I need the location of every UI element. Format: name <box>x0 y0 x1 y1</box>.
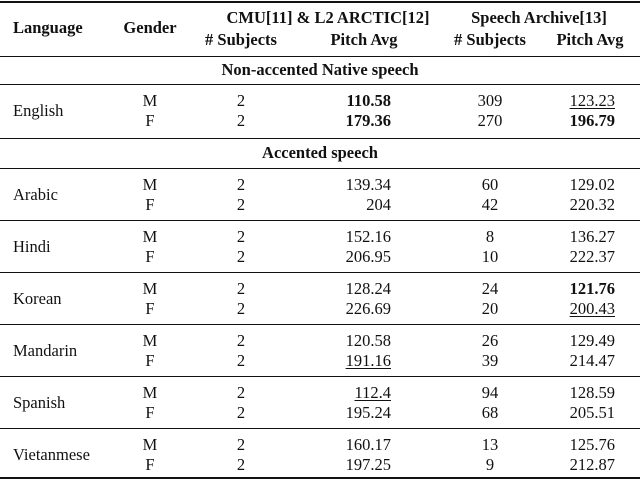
subjects-cell: 2 <box>236 435 246 454</box>
subjects-cell: 24 <box>481 279 499 298</box>
language-cell: Spanish <box>13 393 66 412</box>
language-cell: Vietanmese <box>13 445 90 464</box>
subjects-cell: 2 <box>236 403 246 422</box>
pitch-cell: 139.34 <box>345 175 391 194</box>
pitch-cell: 128.24 <box>345 279 391 298</box>
row-rule <box>0 324 640 325</box>
section-rule-accented <box>0 168 640 169</box>
subjects-cell: 68 <box>481 403 499 422</box>
pitch-cell: 112.4 <box>354 383 391 402</box>
pitch-cell: 220.32 <box>569 195 615 214</box>
subjects-cell: 2 <box>236 175 246 194</box>
header-language: Language <box>13 18 83 37</box>
pitch-cell: 197.25 <box>345 455 391 474</box>
pitch-cell: 129.49 <box>569 331 615 350</box>
gender-cell: F <box>145 111 155 130</box>
pitch-cell: 191.16 <box>345 351 391 370</box>
top-rule <box>0 1 640 3</box>
subjects-cell: 309 <box>477 91 503 110</box>
header-subjects-1: # Subjects <box>205 30 277 49</box>
gender-cell: F <box>145 247 155 266</box>
header-pitch-2: Pitch Avg <box>556 30 624 49</box>
pitch-cell: 205.51 <box>569 403 615 422</box>
pitch-cell: 123.23 <box>569 91 615 110</box>
subjects-cell: 60 <box>481 175 499 194</box>
pitch-cell: 204 <box>366 195 391 214</box>
pitch-cell: 212.87 <box>569 455 615 474</box>
language-cell: English <box>13 101 64 120</box>
gender-cell: F <box>145 403 155 422</box>
subjects-cell: 2 <box>236 195 246 214</box>
gender-cell: F <box>145 299 155 318</box>
subjects-cell: 94 <box>481 383 499 402</box>
subjects-cell: 2 <box>236 331 246 350</box>
gender-cell: M <box>142 435 158 454</box>
pitch-cell: 222.37 <box>569 247 615 266</box>
header-rule <box>0 56 640 57</box>
pitch-cell: 206.95 <box>345 247 391 266</box>
subjects-cell: 39 <box>481 351 499 370</box>
gender-cell: F <box>145 351 155 370</box>
language-cell: Korean <box>13 289 62 308</box>
subjects-cell: 9 <box>485 455 495 474</box>
section-rule-accented-top <box>0 138 640 139</box>
subjects-cell: 2 <box>236 111 246 130</box>
pitch-cell: 160.17 <box>345 435 391 454</box>
header-group-cmu-l2arctic: CMU[11] & L2 ARCTIC[12] <box>226 8 430 27</box>
subjects-cell: 2 <box>236 91 246 110</box>
subjects-cell: 2 <box>236 299 246 318</box>
gender-cell: M <box>142 91 158 110</box>
gender-cell: M <box>142 175 158 194</box>
row-rule <box>0 428 640 429</box>
gender-cell: M <box>142 383 158 402</box>
pitch-cell: 214.47 <box>569 351 615 370</box>
pitch-cell: 125.76 <box>569 435 615 454</box>
row-rule <box>0 376 640 377</box>
subjects-cell: 270 <box>477 111 503 130</box>
header-subjects-2: # Subjects <box>454 30 526 49</box>
bottom-rule <box>0 477 640 479</box>
section-native: Non-accented Native speech <box>221 60 419 79</box>
language-cell: Mandarin <box>13 341 78 360</box>
section-rule-native <box>0 84 640 85</box>
pitch-cell: 121.76 <box>569 279 615 298</box>
subjects-cell: 42 <box>481 195 499 214</box>
language-cell: Arabic <box>13 185 58 204</box>
subjects-cell: 2 <box>236 455 246 474</box>
gender-cell: F <box>145 455 155 474</box>
subjects-cell: 8 <box>485 227 495 246</box>
gender-cell: F <box>145 195 155 214</box>
row-rule <box>0 220 640 221</box>
subjects-cell: 2 <box>236 383 246 402</box>
pitch-cell: 128.59 <box>569 383 615 402</box>
subjects-cell: 20 <box>481 299 499 318</box>
section-accented: Accented speech <box>262 143 378 162</box>
row-rule <box>0 272 640 273</box>
pitch-cell: 179.36 <box>345 111 391 130</box>
pitch-cell: 110.58 <box>346 91 391 110</box>
pitch-cell: 129.02 <box>569 175 615 194</box>
subjects-cell: 13 <box>481 435 499 454</box>
header-group-speech-archive: Speech Archive[13] <box>471 8 607 27</box>
subjects-cell: 2 <box>236 279 246 298</box>
subjects-cell: 2 <box>236 227 246 246</box>
subjects-cell: 26 <box>481 331 499 350</box>
header-pitch-1: Pitch Avg <box>330 30 398 49</box>
subjects-cell: 2 <box>236 351 246 370</box>
header-gender: Gender <box>123 18 177 37</box>
subjects-cell: 10 <box>481 247 499 266</box>
pitch-cell: 196.79 <box>569 111 615 130</box>
pitch-cell: 226.69 <box>345 299 391 318</box>
subjects-cell: 2 <box>236 247 246 266</box>
gender-cell: M <box>142 279 158 298</box>
pitch-cell: 195.24 <box>345 403 391 422</box>
pitch-cell: 200.43 <box>569 299 615 318</box>
language-cell: Hindi <box>13 237 51 256</box>
pitch-cell: 120.58 <box>345 331 391 350</box>
pitch-cell: 136.27 <box>569 227 615 246</box>
gender-cell: M <box>142 331 158 350</box>
gender-cell: M <box>142 227 158 246</box>
pitch-cell: 152.16 <box>345 227 391 246</box>
